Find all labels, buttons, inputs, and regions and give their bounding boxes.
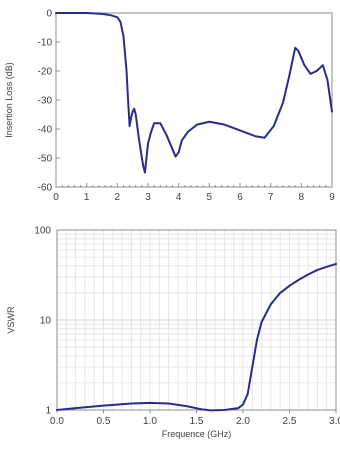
x-tick-label: 6 <box>237 192 243 203</box>
x-tick-label: 1 <box>84 192 90 203</box>
y-tick-label: -10 <box>38 38 53 49</box>
vswr-y-axis-title: VSWR <box>6 306 16 334</box>
x-tick-label: 5 <box>207 192 213 203</box>
insertion-loss-ticks: 0 1 2 3 4 5 6 7 8 9 0 -10 -20 -30 -40 -50 -60 <box>38 9 336 204</box>
x-tick-label: 0 <box>53 192 59 203</box>
y-tick-label: -50 <box>38 154 53 165</box>
insertion-loss-series <box>55 12 333 174</box>
vswr-ticks: 0.0 0.5 1.0 1.5 2.0 2.5 3.0 1 10 100 <box>34 226 340 428</box>
vswr-curve <box>56 262 337 412</box>
insertion-loss-y-axis-title: Insertion Loss (dB) <box>4 62 14 138</box>
y-tick-label: -60 <box>38 183 53 194</box>
x-tick-label: 7 <box>268 192 274 203</box>
insertion-loss-chart: 0 1 2 3 4 5 6 7 8 9 0 -10 -20 -30 -40 -50 -60 Insertion … <box>4 9 335 204</box>
x-tick-label: 0.0 <box>50 416 64 427</box>
vswr-series <box>56 262 337 412</box>
x-tick-label: 1.5 <box>190 416 204 427</box>
x-tick-label: 0.5 <box>97 416 111 427</box>
x-tick-label: 1.0 <box>143 416 157 427</box>
y-tick-label: 100 <box>34 226 51 237</box>
y-tick-label: 1 <box>45 406 51 417</box>
y-tick-label: 10 <box>40 316 52 327</box>
x-tick-label: 2.0 <box>236 416 250 427</box>
x-tick-label: 2 <box>115 192 121 203</box>
x-tick-label: 3 <box>145 192 151 203</box>
y-tick-label: 0 <box>46 9 52 20</box>
vswr-grid <box>57 230 336 410</box>
y-tick-label: -20 <box>38 67 53 78</box>
y-tick-label: -30 <box>38 96 53 107</box>
x-tick-label: 8 <box>299 192 305 203</box>
x-tick-label: 2.5 <box>283 416 297 427</box>
insertion-loss-curve <box>55 12 333 174</box>
vswr-chart: 0.0 0.5 1.0 1.5 2.0 2.5 3.0 1 10 100 VSWR Frequen… <box>6 226 340 440</box>
y-tick-label: -40 <box>38 125 53 136</box>
vswr-x-axis-title: Frequence (GHz) <box>162 429 232 439</box>
x-tick-label: 4 <box>176 192 182 203</box>
x-tick-label: 3.0 <box>329 416 340 427</box>
insertion-loss-plot-frame <box>55 12 333 188</box>
x-tick-label: 9 <box>329 192 335 203</box>
